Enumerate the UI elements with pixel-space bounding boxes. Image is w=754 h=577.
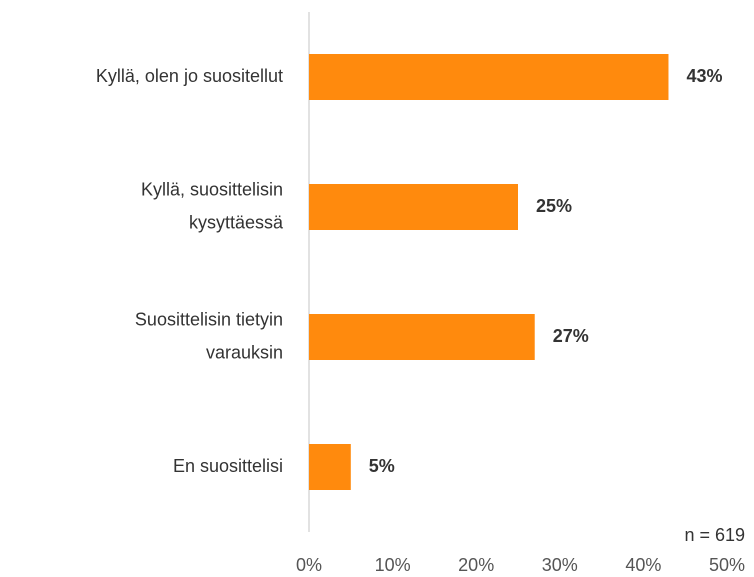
x-tick-label: 10% — [375, 555, 411, 575]
x-tick-label: 40% — [625, 555, 661, 575]
value-label: 5% — [369, 456, 395, 476]
y-tick-label: Kyllä, suosittelisin kysyttäessä — [141, 179, 284, 232]
value-label: 27% — [553, 326, 589, 346]
x-tick-label: 0% — [296, 555, 322, 575]
y-tick-label: En suosittelisi — [173, 456, 283, 476]
bar — [309, 184, 518, 230]
bar — [309, 314, 535, 360]
value-label: 25% — [536, 196, 572, 216]
x-tick-label: 50% — [709, 555, 745, 575]
value-label: 43% — [686, 66, 722, 86]
annotation: n = 619 — [684, 525, 745, 545]
bar — [309, 444, 351, 490]
x-tick-label: 20% — [458, 555, 494, 575]
y-tick-label: Suosittelisin tietyin varauksin — [135, 309, 283, 362]
bar — [309, 54, 669, 100]
y-tick-label: Kyllä, olen jo suositellut — [96, 66, 283, 86]
x-tick-label: 30% — [542, 555, 578, 575]
